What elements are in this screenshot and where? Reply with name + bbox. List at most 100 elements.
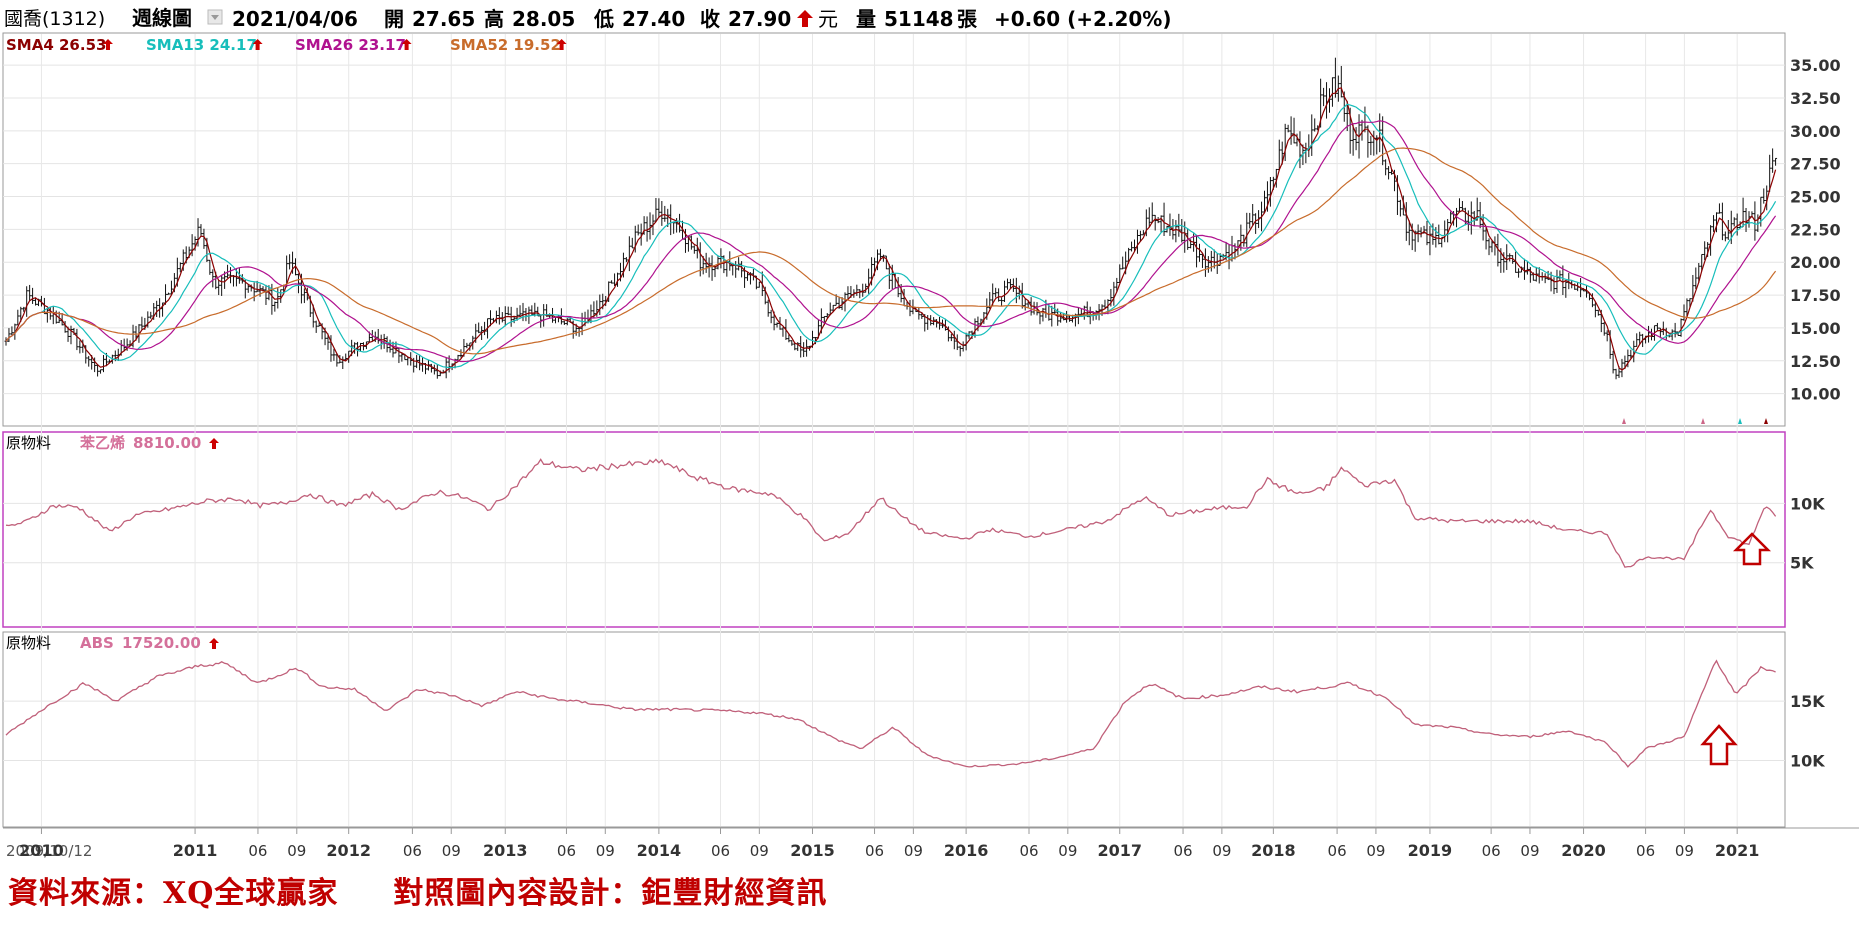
x-tick-label: 09 [1520, 842, 1539, 860]
price-y-tick-label: 32.50 [1790, 89, 1841, 108]
close-value: 27.90 [728, 7, 791, 31]
x-tick-label: 2010 [19, 841, 64, 860]
x-tick-label: 2021 [1715, 841, 1760, 860]
x-start-label: 2009/10/12 [6, 842, 92, 860]
x-tick-label: 2016 [944, 841, 989, 860]
price-y-tick-label: 12.50 [1790, 352, 1841, 371]
x-tick-label: 09 [1212, 842, 1231, 860]
styrene-y-tick-label: 10K [1790, 494, 1825, 513]
up-arrow-icon [252, 39, 263, 50]
legend-sma13: SMA13 24.17 [146, 36, 257, 54]
abs-legend: 原物料 ABS 17520.00 [6, 634, 219, 652]
period-label: 週線圖 [132, 6, 192, 30]
chevron-down-icon[interactable] [211, 15, 219, 20]
x-tick-label: 2019 [1408, 841, 1453, 860]
x-tick-label: 09 [1366, 842, 1385, 860]
sma52-line [5, 147, 1777, 355]
price-y-tick-label: 10.00 [1790, 385, 1841, 404]
x-tick-label: 2015 [790, 841, 835, 860]
x-tick-label: 06 [1173, 842, 1192, 860]
moving-average-lines [5, 87, 1777, 374]
event-marker-icon [1622, 418, 1626, 424]
x-tick-label: 06 [248, 842, 267, 860]
x-tick-label: 09 [287, 842, 306, 860]
gridlines [3, 34, 1785, 826]
legend-sma52: SMA52 19.52 [450, 36, 561, 54]
abs-y-tick-label: 15K [1790, 692, 1825, 711]
abs-series-name: ABS [80, 634, 114, 652]
sma-legend: SMA4 26.53 SMA13 24.17 SMA26 23.17 SMA52 19… [6, 36, 567, 54]
volume-label: 量 [856, 7, 876, 31]
price-y-tick-label: 27.50 [1790, 155, 1841, 174]
y-tick-labels: 35.00 32.50 30.00 27.50 25.00 22.50 20.00 17.50… [1790, 56, 1841, 770]
x-tick-label: 09 [442, 842, 461, 860]
x-tick-label: 09 [1675, 842, 1694, 860]
x-tick-label: 06 [865, 842, 884, 860]
up-arrow-icon [209, 438, 219, 449]
x-tick-label: 2013 [483, 841, 528, 860]
volume-unit: 張 [957, 7, 978, 31]
styrene-last-value: 8810.00 [133, 434, 201, 452]
x-tick-label: 06 [403, 842, 422, 860]
up-arrow-icon [556, 39, 567, 50]
low-label: 低 [593, 7, 614, 31]
volume-value: 51148 [884, 7, 954, 31]
x-tick-label: 06 [1019, 842, 1038, 860]
abs-panel-frame [2, 631, 1786, 828]
sma4-line [5, 87, 1777, 374]
quote-date: 2021/04/06 [232, 7, 358, 31]
price-y-tick-label: 22.50 [1790, 220, 1841, 239]
x-tick-label: 2014 [637, 841, 682, 860]
x-tick-label: 06 [1482, 842, 1501, 860]
close-label: 收 [700, 7, 720, 31]
x-tick-label: 09 [596, 842, 615, 860]
design-credit: 對照圖內容設計：鉅豐財經資訊 [393, 876, 828, 911]
open-value: 27.65 [412, 7, 475, 31]
x-tick-label: 06 [1328, 842, 1347, 860]
price-unit: 元 [818, 7, 838, 31]
abs-y-tick-label: 10K [1790, 752, 1825, 771]
annotation-arrow-icon [1700, 724, 1738, 766]
x-tick-label: 2012 [326, 841, 371, 860]
credits-line: 資料來源：XQ全球贏家 對照圖內容設計：鉅豐財經資訊 [8, 868, 827, 912]
change-value: +0.60 (+2.20%) [994, 7, 1172, 31]
x-tick-label: 2020 [1561, 841, 1606, 860]
price-y-tick-label: 20.00 [1790, 253, 1841, 272]
quote-header: 國喬(1312) 週線圖 2021/04/06 開 27.65 高 28.05 … [4, 6, 1172, 31]
up-arrow-icon [209, 638, 219, 649]
legend-sma26: SMA26 23.17 [295, 36, 406, 54]
event-marker-icon [1764, 418, 1768, 424]
data-source-credit: 資料來源：XQ全球贏家 [8, 876, 339, 911]
styrene-panel-label: 原物料 [6, 434, 51, 452]
event-marker-icon [1701, 418, 1705, 424]
event-markers [1622, 418, 1768, 424]
sma26-line [5, 120, 1777, 363]
x-tick-label: 09 [904, 842, 923, 860]
high-value: 28.05 [512, 7, 575, 31]
x-tick-label: 06 [1636, 842, 1655, 860]
legend-sma4: SMA4 26.53 [6, 36, 106, 54]
high-label: 高 [484, 7, 504, 31]
annotation-arrow-icon [1732, 532, 1772, 566]
x-tick-label: 09 [750, 842, 769, 860]
x-tick-label: 06 [711, 842, 730, 860]
price-y-tick-label: 17.50 [1790, 286, 1841, 305]
abs-price-line [5, 659, 1776, 768]
styrene-panel-frame [2, 431, 1786, 628]
open-label: 開 [384, 7, 404, 31]
stock-name: 國喬(1312) [4, 8, 105, 30]
styrene-legend: 原物料 苯乙烯 8810.00 [6, 434, 219, 452]
event-marker-icon [1738, 418, 1742, 424]
candlestick-series [4, 57, 1778, 380]
styrene-series-name: 苯乙烯 [79, 434, 125, 452]
up-arrow-icon [103, 39, 113, 50]
x-tick-label: 09 [1058, 842, 1077, 860]
styrene-y-tick-label: 5K [1790, 554, 1814, 573]
price-y-tick-label: 30.00 [1790, 122, 1841, 141]
x-tick-label: 2011 [173, 841, 218, 860]
sma13-line [5, 103, 1777, 369]
low-value: 27.40 [622, 7, 685, 31]
price-y-tick-label: 15.00 [1790, 319, 1841, 338]
